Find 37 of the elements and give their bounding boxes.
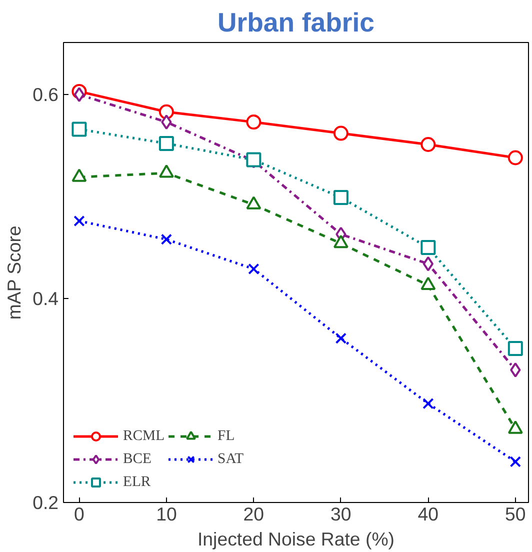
- point: [248, 263, 260, 275]
- legend-label: RCML: [123, 428, 165, 444]
- x-tick-label: 50: [505, 504, 526, 524]
- legend-label: ELR: [123, 474, 151, 490]
- point: [74, 87, 85, 102]
- x-axis-title: Injected Noise Rate (%): [197, 528, 395, 550]
- point: [74, 215, 85, 227]
- point: [508, 150, 523, 166]
- y-tick-label: 0.4: [32, 288, 59, 310]
- point: [72, 122, 87, 137]
- point: [510, 362, 521, 378]
- point: [508, 340, 523, 356]
- legend-label: FL: [218, 428, 236, 444]
- x-tick-label: 0: [74, 504, 84, 524]
- x-tick-label: 40: [418, 504, 439, 524]
- point: [333, 190, 348, 206]
- x-tick-label: 20: [243, 504, 264, 524]
- point: [161, 114, 172, 130]
- x-tick-label: 10: [156, 504, 177, 524]
- y-tick-label: 0.2: [32, 492, 59, 513]
- x-tick-label: 30: [330, 504, 352, 524]
- point: [333, 126, 348, 141]
- point: [422, 398, 434, 410]
- point: [246, 114, 262, 130]
- point: [158, 104, 174, 120]
- point: [158, 136, 174, 151]
- y-tick-label: 0.6: [32, 84, 59, 106]
- y-axis-title: mAP Score: [4, 226, 25, 320]
- point: [510, 456, 522, 468]
- point: [420, 240, 436, 256]
- legend-label: SAT: [218, 450, 244, 468]
- point: [335, 332, 347, 344]
- legend-label: BCE: [123, 450, 152, 468]
- point: [422, 256, 434, 272]
- point: [160, 234, 172, 245]
- chart-title: Urban fabric: [217, 8, 375, 38]
- point: [420, 137, 436, 152]
